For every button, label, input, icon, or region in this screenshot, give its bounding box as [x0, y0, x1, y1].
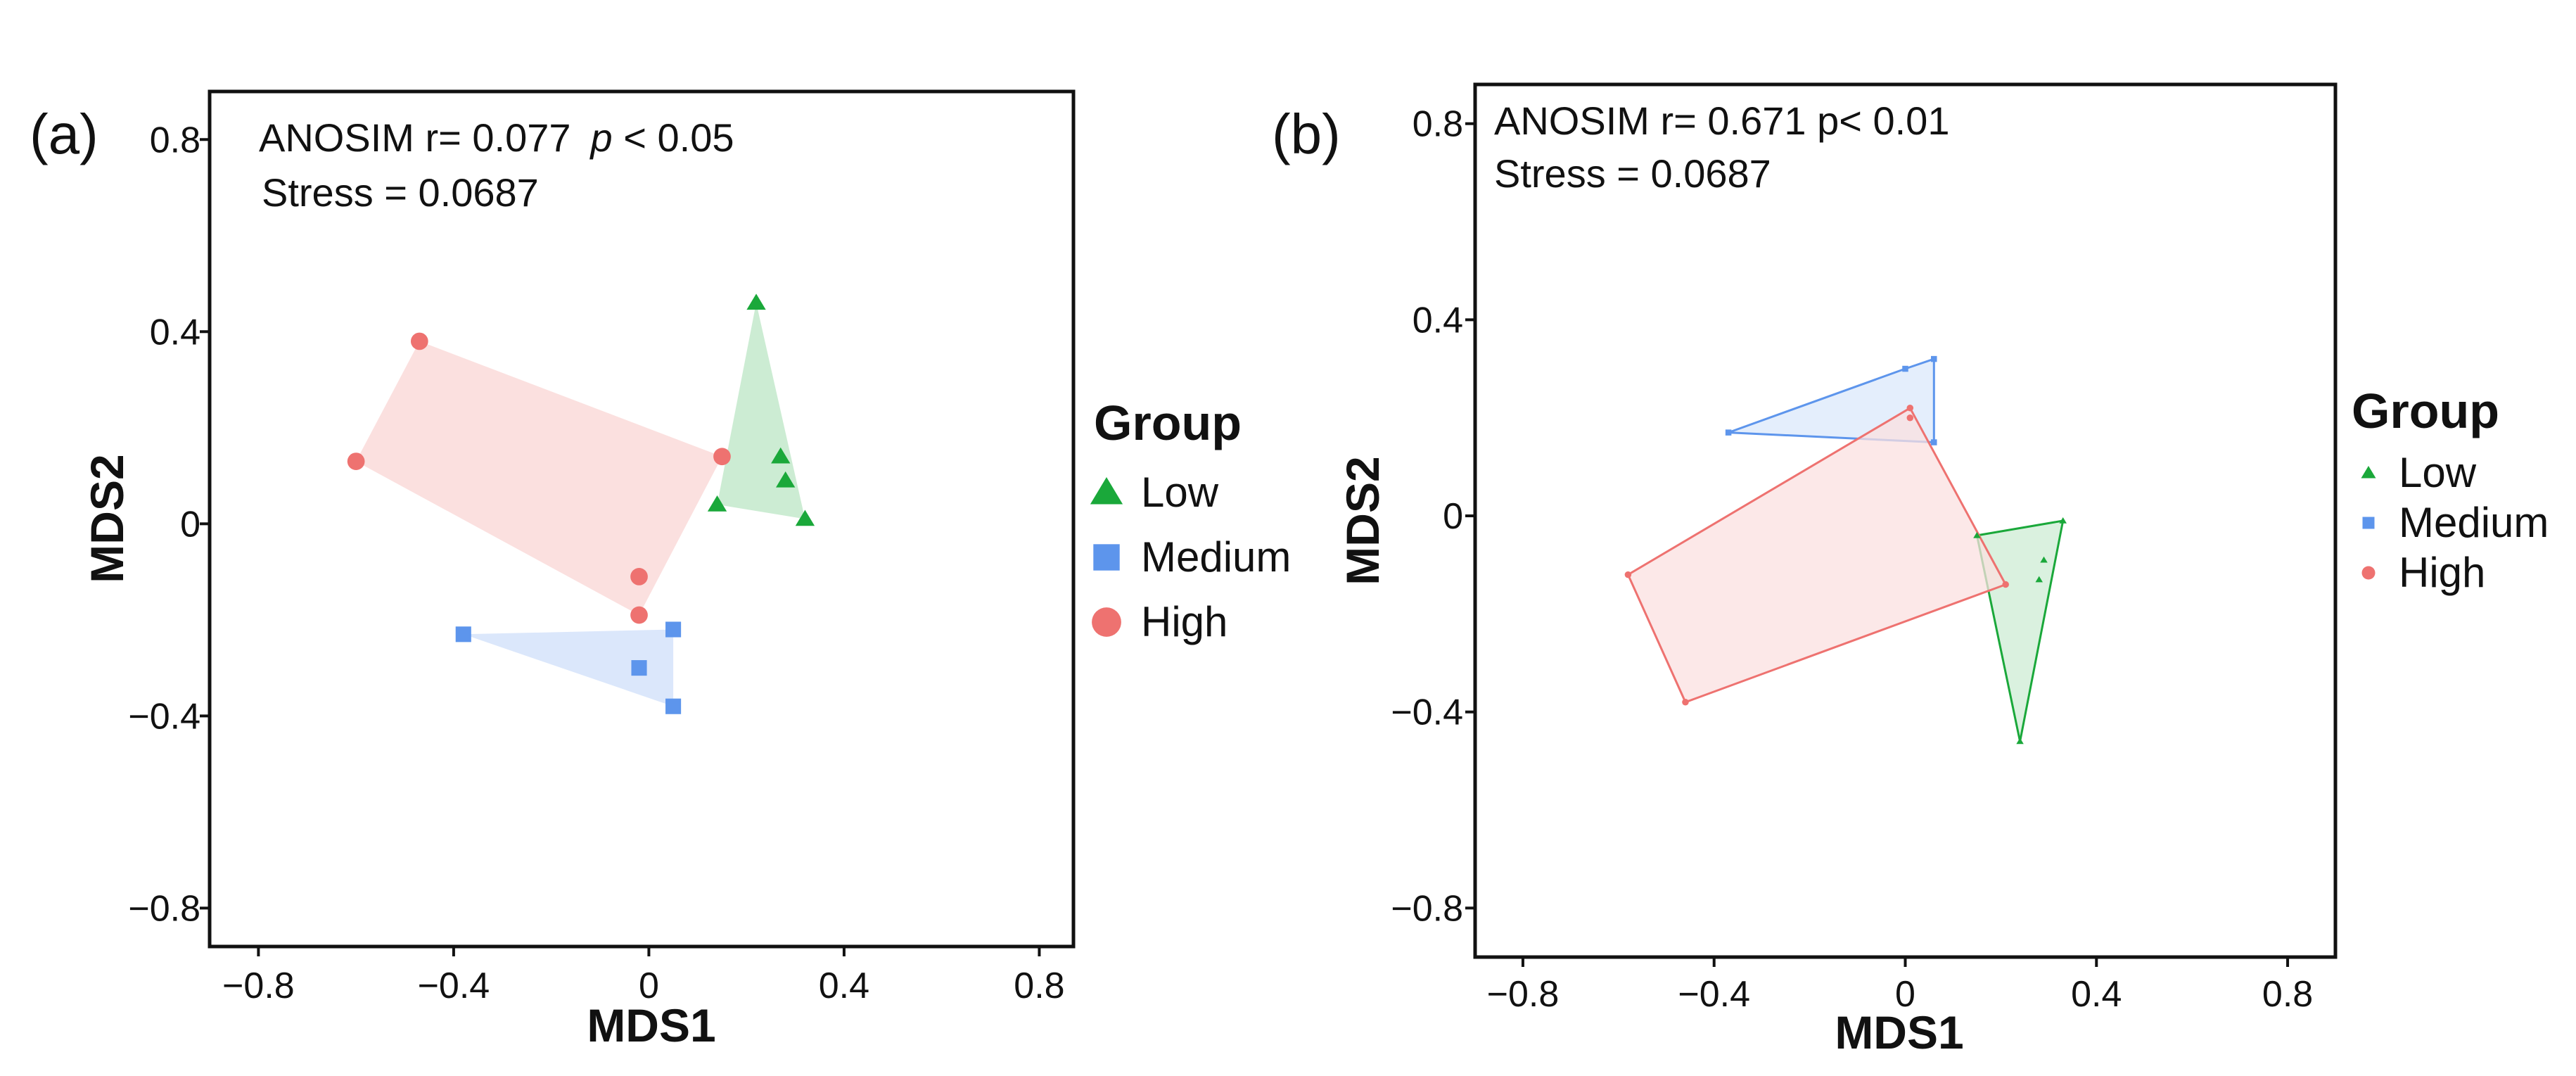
x-tick-label: 0.4: [819, 966, 869, 1006]
panel-b: (b) −0.8 −0.4 0 0.4 0.8 0.8 0.4 0 −0.4 −0.8 ANOS…: [1272, 82, 2549, 1058]
panel-b-label: (b): [1272, 103, 1341, 165]
legend-low-label: Low: [2399, 449, 2477, 496]
x-tick-label: −0.4: [1678, 974, 1750, 1015]
point-low-5: [795, 509, 815, 526]
legend-low-marker: [1090, 477, 1123, 505]
legend-medium-label: Medium: [2399, 499, 2549, 546]
x-tick-label: −0.8: [222, 966, 295, 1006]
panel-b-points: [1624, 355, 2067, 745]
y-tick-label: 0: [1443, 496, 1463, 537]
panel-a: (a) −0.8 −0.4 0 0.4 0.8 0.8 0.4 0 −0.4 −0.8 ANOS…: [30, 89, 1291, 1051]
panel-b-y-ticks: 0.8 0.4 0 −0.4 −0.8: [1391, 104, 1475, 929]
panel-a-stress-text: Stress = 0.0687: [262, 170, 539, 215]
point-medium-4: [665, 698, 682, 714]
panel-b-x-ticks: −0.8 −0.4 0 0.4 0.8: [1487, 957, 2313, 1015]
point-low-1: [1973, 531, 1981, 538]
panel-b-legend-title: Group: [2352, 384, 2499, 438]
point-high-2: [347, 452, 365, 470]
panel-b-y-axis-title: MDS2: [1337, 456, 1389, 585]
legend-high-label: High: [1141, 598, 1228, 645]
point-high-1: [410, 332, 428, 350]
legend-low-marker: [2361, 466, 2376, 479]
panel-a-y-axis-title: MDS2: [81, 454, 133, 583]
point-low-5: [2016, 738, 2024, 745]
panel-a-hulls: [356, 303, 805, 707]
point-medium-3: [631, 660, 647, 676]
point-low-1: [746, 293, 766, 310]
panel-a-label: (a): [30, 103, 98, 165]
point-medium-3: [1931, 355, 1937, 362]
panel-a-anosim-r: ANOSIM r= 0.077: [259, 115, 571, 160]
point-high-5: [630, 606, 648, 624]
legend-high-marker: [1092, 607, 1121, 637]
x-tick-label: 0.8: [2262, 974, 2313, 1015]
point-high-1: [1906, 405, 1914, 412]
y-tick-label: −0.4: [1391, 692, 1463, 733]
point-high-4: [1682, 699, 1689, 706]
legend-high-marker: [2361, 566, 2376, 580]
y-tick-label: 0.4: [1413, 300, 1463, 341]
panel-a-p-value: < 0.05: [613, 115, 734, 160]
point-low-3: [776, 471, 796, 488]
y-tick-label: −0.4: [128, 696, 200, 737]
panel-a-x-axis-title: MDS1: [587, 999, 715, 1051]
panel-a-anosim-text: ANOSIM r= 0.077 p < 0.05: [259, 115, 734, 160]
point-low-4: [2035, 576, 2043, 583]
point-low-2: [2059, 517, 2067, 524]
x-tick-label: −0.8: [1487, 974, 1560, 1015]
point-low-4: [707, 495, 727, 512]
y-tick-label: 0: [180, 504, 200, 545]
panel-a-legend-title: Group: [1094, 395, 1242, 450]
x-tick-label: 0.4: [2071, 974, 2122, 1015]
y-tick-label: −0.8: [1391, 888, 1463, 929]
hull-medium: [463, 629, 674, 707]
panel-a-legend-items: Low Medium High: [1090, 469, 1291, 645]
panel-a-points: [347, 293, 815, 714]
x-tick-label: 0.8: [1014, 966, 1064, 1006]
legend-medium-marker: [1093, 544, 1120, 571]
point-medium-1: [455, 626, 471, 643]
panel-b-hulls: [1626, 357, 2065, 742]
legend-medium-marker: [2362, 517, 2375, 529]
point-high-3: [713, 448, 731, 466]
panel-a-y-ticks: 0.8 0.4 0 −0.4 −0.8: [128, 120, 210, 929]
panel-a-x-ticks: −0.8 −0.4 0 0.4 0.8: [222, 947, 1065, 1006]
x-tick-label: −0.4: [418, 966, 490, 1006]
point-medium-2: [665, 621, 682, 638]
y-tick-label: −0.8: [128, 888, 200, 929]
panel-b-x-axis-title: MDS1: [1835, 1006, 1963, 1058]
point-low-3: [2040, 556, 2048, 563]
point-high-5: [2002, 581, 2009, 588]
point-high-2: [1906, 414, 1914, 422]
panel-b-anosim-text: ANOSIM r= 0.671 p< 0.01: [1494, 99, 1949, 143]
legend-low-label: Low: [1141, 469, 1219, 516]
legend-medium-label: Medium: [1141, 533, 1291, 581]
point-medium-4: [1931, 439, 1937, 445]
hull-low: [717, 303, 805, 519]
point-medium-2: [1902, 365, 1908, 372]
panel-b-stress-text: Stress = 0.0687: [1494, 151, 1771, 196]
panel-a-legend: Group Low Medium High: [1090, 395, 1291, 645]
point-low-2: [771, 447, 791, 464]
y-tick-label: 0.4: [150, 312, 200, 353]
y-tick-label: 0.8: [1413, 104, 1463, 145]
x-tick-label: 0: [1895, 974, 1915, 1015]
legend-high-label: High: [2399, 549, 2485, 596]
point-high-3: [1624, 571, 1632, 578]
panel-a-p-symbol: p: [589, 115, 613, 160]
hull-high: [356, 341, 722, 615]
point-medium-1: [1725, 429, 1732, 436]
panel-a-plot-frame: [208, 89, 1076, 949]
point-high-4: [630, 568, 648, 586]
y-tick-label: 0.8: [150, 120, 200, 160]
x-tick-label: 0: [639, 966, 659, 1006]
hull-high: [1626, 406, 2008, 704]
